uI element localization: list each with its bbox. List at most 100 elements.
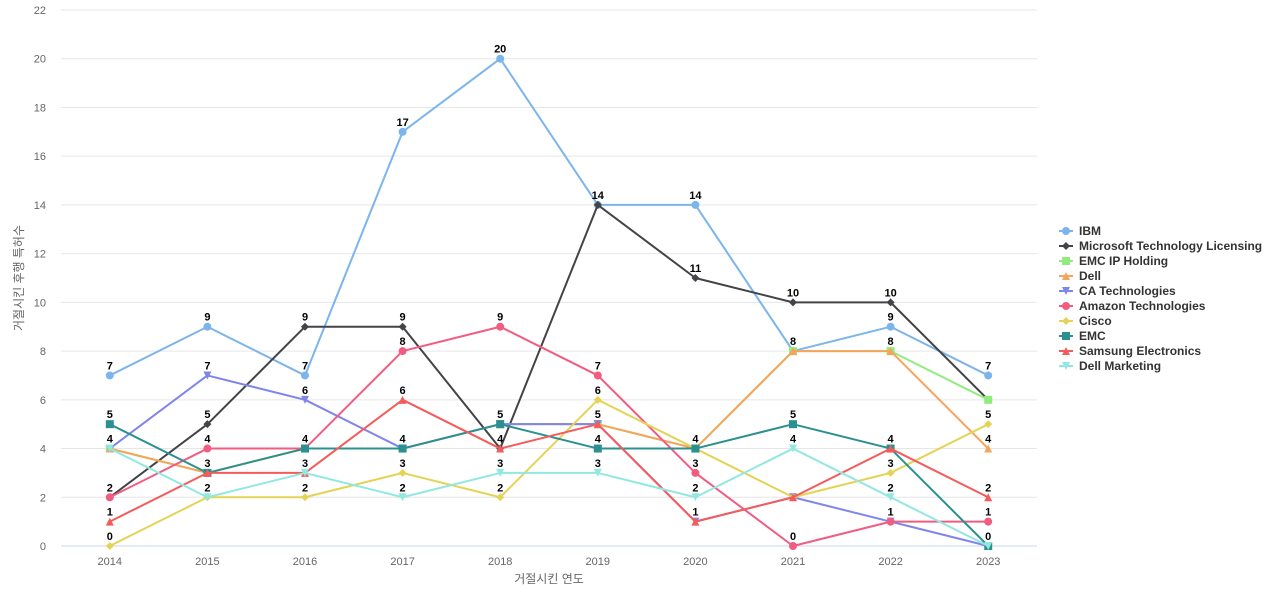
x-tick-label: 2015	[195, 556, 219, 568]
data-point	[886, 347, 895, 356]
data-point	[496, 468, 505, 477]
data-point	[398, 395, 407, 404]
data-point	[105, 420, 114, 429]
data-label: 3	[400, 458, 406, 470]
x-tick-label: 2017	[390, 556, 414, 568]
data-point	[691, 274, 700, 282]
data-label: 14	[689, 190, 702, 202]
x-tick-label: 2014	[98, 556, 122, 568]
data-label: 6	[302, 385, 308, 397]
data-label: 10	[787, 287, 799, 299]
data-label: 2	[204, 482, 210, 494]
series-ca-technologies	[105, 371, 993, 550]
legend-item: EMC IP Holding	[1059, 254, 1168, 268]
y-tick-label: 22	[34, 5, 46, 17]
series-line	[108, 325, 990, 547]
data-point	[496, 54, 505, 63]
legend-label: EMC	[1079, 329, 1106, 343]
data-label: 2	[400, 482, 406, 494]
legend-item: IBM	[1059, 224, 1101, 238]
data-point	[496, 493, 505, 502]
legend-marker	[1062, 362, 1070, 370]
series-emc-ip-holding	[105, 347, 993, 477]
series-line	[108, 398, 990, 523]
data-label: 3	[302, 458, 308, 470]
data-point	[203, 468, 212, 477]
data-label: 5	[497, 409, 503, 421]
data-label: 0	[790, 531, 796, 543]
data-point	[593, 371, 602, 380]
data-label: 9	[302, 312, 308, 324]
data-label: 6	[595, 385, 601, 397]
legend-marker	[1062, 227, 1070, 235]
data-label: 1	[888, 507, 894, 519]
data-point	[398, 322, 407, 331]
data-label: 4	[888, 434, 895, 446]
legend-label: CA Technologies	[1079, 284, 1176, 298]
series-line	[108, 350, 990, 474]
data-point	[496, 420, 505, 429]
data-point	[691, 200, 700, 209]
data-point	[105, 371, 114, 380]
series-layer	[105, 54, 993, 550]
data-label: 0	[985, 531, 991, 543]
data-point	[886, 322, 895, 331]
data-point	[886, 298, 895, 307]
x-tick-label: 2021	[781, 556, 805, 568]
data-label: 5	[595, 409, 601, 421]
data-label: 4	[204, 434, 211, 446]
legend-label: EMC IP Holding	[1079, 254, 1168, 268]
data-point	[593, 444, 602, 453]
data-point	[984, 517, 993, 526]
data-point	[789, 493, 797, 502]
legend-marker	[1062, 257, 1070, 265]
data-point	[984, 395, 993, 404]
data-point	[203, 371, 212, 380]
legend-label: Samsung Electronics	[1079, 344, 1201, 358]
y-tick-label: 14	[34, 200, 46, 212]
data-label: 8	[888, 336, 894, 348]
data-point	[301, 468, 309, 477]
series-line	[108, 423, 990, 547]
data-point	[691, 493, 700, 502]
data-label: 7	[107, 360, 113, 372]
data-label: 2	[692, 482, 698, 494]
data-point	[496, 322, 505, 331]
data-label: 1	[985, 507, 991, 519]
data-label: 2	[985, 482, 991, 494]
legend-item: Amazon Technologies	[1059, 299, 1206, 313]
data-label: 3	[204, 458, 210, 470]
x-tick-label: 2019	[586, 556, 610, 568]
data-label: 4	[400, 434, 407, 446]
series-ibm	[105, 54, 993, 380]
data-point	[398, 347, 407, 356]
data-label: 2	[302, 482, 308, 494]
data-label: 11	[690, 263, 702, 275]
data-label: 9	[400, 312, 406, 324]
data-point	[886, 517, 895, 526]
legend-marker	[1062, 302, 1070, 310]
data-label: 4	[790, 434, 797, 446]
data-point	[886, 493, 895, 502]
data-label: 4	[595, 434, 602, 446]
legend-label: Cisco	[1079, 314, 1112, 328]
data-point	[203, 493, 212, 502]
x-tick-label: 2018	[488, 556, 512, 568]
y-tick-label: 18	[34, 102, 46, 114]
data-point	[593, 395, 602, 404]
x-tick-label: 2023	[976, 556, 1000, 568]
legend-item: Dell	[1059, 269, 1101, 283]
data-label: 20	[494, 44, 506, 56]
data-label: 9	[497, 312, 503, 324]
legend-item: Microsoft Technology Licensing	[1059, 239, 1262, 253]
legend-marker	[1062, 287, 1070, 295]
data-label: 3	[595, 458, 601, 470]
data-point	[789, 444, 797, 453]
data-point	[691, 468, 700, 477]
series-line	[108, 447, 990, 547]
data-point	[593, 420, 602, 429]
data-label: 7	[302, 360, 308, 372]
data-label: 1	[107, 507, 113, 519]
data-point	[398, 468, 407, 477]
